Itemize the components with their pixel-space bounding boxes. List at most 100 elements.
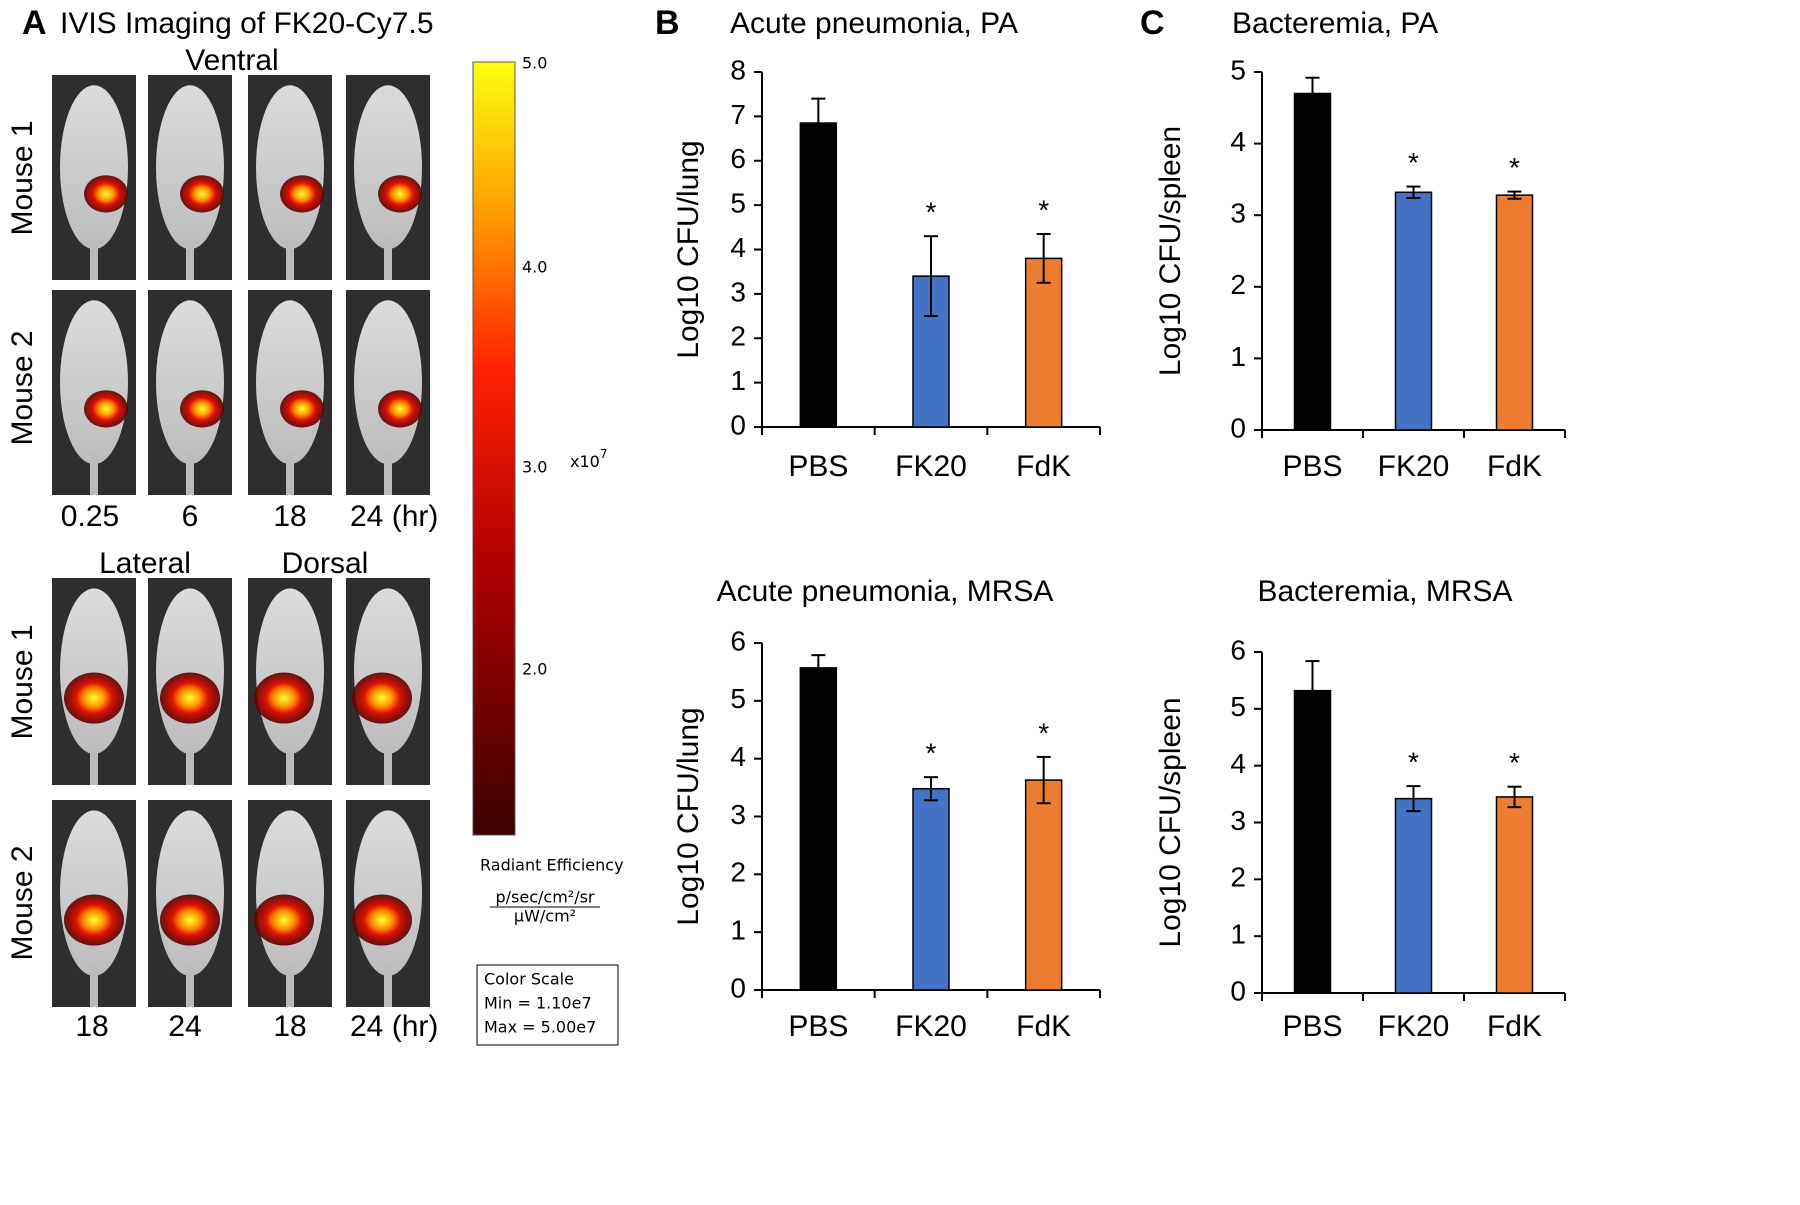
- signal: [160, 894, 220, 946]
- significance-marker: *: [1408, 147, 1419, 178]
- colorbar-tick: 3.0: [522, 458, 547, 477]
- x-tick-label: FK20: [895, 450, 967, 483]
- y-tick-label: 0: [1230, 412, 1246, 443]
- view-label: Lateral: [99, 547, 191, 580]
- error-bar: [1406, 185, 1421, 200]
- panel-label: B: [655, 4, 680, 42]
- signal: [378, 175, 422, 213]
- y-tick-label: 1: [730, 365, 746, 396]
- mouse-body: [60, 85, 128, 250]
- y-tick-label: 5: [1230, 54, 1246, 85]
- y-tick-label: 6: [730, 143, 746, 174]
- bar: [1495, 194, 1534, 431]
- significance-marker: *: [1408, 747, 1419, 778]
- significance-marker: *: [1509, 747, 1520, 778]
- y-axis-label: Log10 CFU/lung: [672, 140, 705, 358]
- time-label: 24 (hr): [350, 1010, 438, 1043]
- mouse-body: [60, 300, 128, 465]
- color-scale-max: Max = 5.00e7: [484, 1018, 596, 1037]
- significance-marker: *: [1038, 194, 1049, 225]
- error-bar: [1036, 755, 1051, 805]
- unit-numerator: p/sec/cm²/sr: [495, 888, 594, 907]
- colorbar-tick: 2.0: [522, 660, 547, 679]
- mouse-body: [60, 588, 128, 754]
- panel-label: A: [22, 4, 47, 42]
- view-label: Ventral: [185, 44, 278, 77]
- mouse-body: [256, 85, 324, 250]
- y-tick-label: 4: [1230, 748, 1246, 779]
- bar: [1495, 796, 1534, 994]
- signal: [352, 894, 412, 946]
- bar: [1024, 257, 1063, 428]
- mouse-tail: [186, 454, 194, 495]
- signal: [280, 390, 324, 428]
- mouse-tail: [186, 239, 194, 280]
- error-bar: [1406, 785, 1421, 813]
- time-label: 24 (hr): [350, 500, 438, 533]
- y-axis-label: Log10 CFU/lung: [672, 707, 705, 925]
- mouse-body: [156, 810, 224, 976]
- time-label: 0.25: [61, 500, 119, 533]
- mouse-body: [156, 85, 224, 250]
- mouse-tail: [384, 965, 392, 1007]
- error-bar: [1036, 232, 1051, 284]
- signal: [378, 390, 422, 428]
- mouse-body: [354, 588, 422, 754]
- mouse-body: [354, 300, 422, 465]
- row-label: Mouse 2: [6, 845, 39, 960]
- error-bar: [924, 776, 938, 802]
- time-label: 18: [273, 1010, 306, 1043]
- signal: [180, 390, 224, 428]
- chart-title: Bacteremia, PA: [1232, 7, 1438, 40]
- y-tick-label: 3: [1230, 805, 1246, 836]
- x-tick-label: FK20: [895, 1010, 967, 1043]
- x-tick-label: FdK: [1016, 450, 1071, 483]
- bar: [1394, 797, 1433, 994]
- y-tick-label: 1: [1230, 919, 1246, 950]
- view-label: Dorsal: [282, 547, 369, 580]
- error-bar: [1507, 190, 1522, 200]
- y-tick-label: 4: [730, 741, 746, 772]
- significance-marker: *: [1509, 152, 1520, 183]
- color-scale-min: Min = 1.10e7: [484, 994, 592, 1013]
- mouse-body: [156, 300, 224, 465]
- mouse-tail: [286, 454, 294, 495]
- mouse-body: [60, 810, 128, 976]
- bar: [799, 667, 838, 991]
- time-label: 18: [273, 500, 306, 533]
- mouse-tail: [286, 965, 294, 1007]
- bar: [799, 122, 838, 428]
- signal: [180, 175, 224, 213]
- y-tick-label: 6: [1230, 634, 1246, 665]
- y-tick-label: 4: [730, 232, 746, 263]
- mouse-body: [354, 810, 422, 976]
- x-tick-label: FdK: [1487, 1010, 1542, 1043]
- error-bar: [811, 654, 826, 682]
- y-tick-label: 3: [730, 799, 746, 830]
- panel-title: IVIS Imaging of FK20-Cy7.5: [60, 7, 434, 40]
- y-axis-label: Log10 CFU/spleen: [1154, 697, 1187, 947]
- mouse-tail: [90, 239, 98, 280]
- row-label: Mouse 1: [6, 120, 39, 235]
- colorbar-tick: 5.0: [522, 54, 547, 73]
- multiplier: x10: [570, 452, 600, 471]
- y-tick-label: 8: [730, 54, 746, 85]
- y-tick-label: 6: [730, 625, 746, 656]
- mouse-images: [52, 75, 430, 1007]
- y-tick-label: 5: [730, 683, 746, 714]
- mouse-tail: [286, 743, 294, 785]
- signal: [84, 175, 128, 213]
- bar: [1024, 779, 1063, 991]
- y-tick-label: 1: [1230, 341, 1246, 372]
- row-label: Mouse 1: [6, 624, 39, 739]
- error-bar: [1507, 785, 1522, 809]
- mouse-tail: [286, 239, 294, 280]
- unit-denominator: μW/cm²: [514, 907, 576, 926]
- x-tick-label: FK20: [1378, 1010, 1450, 1043]
- y-axis-label: Log10 CFU/spleen: [1154, 126, 1187, 376]
- x-tick-label: FK20: [1378, 450, 1450, 483]
- y-tick-label: 2: [730, 857, 746, 888]
- signal: [160, 672, 220, 724]
- error-bar: [1305, 76, 1320, 111]
